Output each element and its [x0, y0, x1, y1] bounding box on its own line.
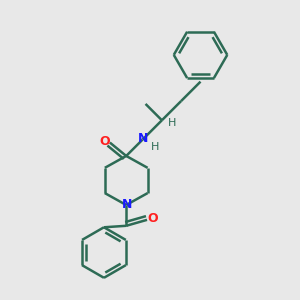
- Text: H: H: [151, 142, 159, 152]
- Text: N: N: [122, 198, 132, 211]
- Text: O: O: [99, 135, 110, 148]
- Text: N: N: [137, 132, 148, 145]
- Text: H: H: [168, 118, 176, 128]
- Text: O: O: [147, 212, 158, 225]
